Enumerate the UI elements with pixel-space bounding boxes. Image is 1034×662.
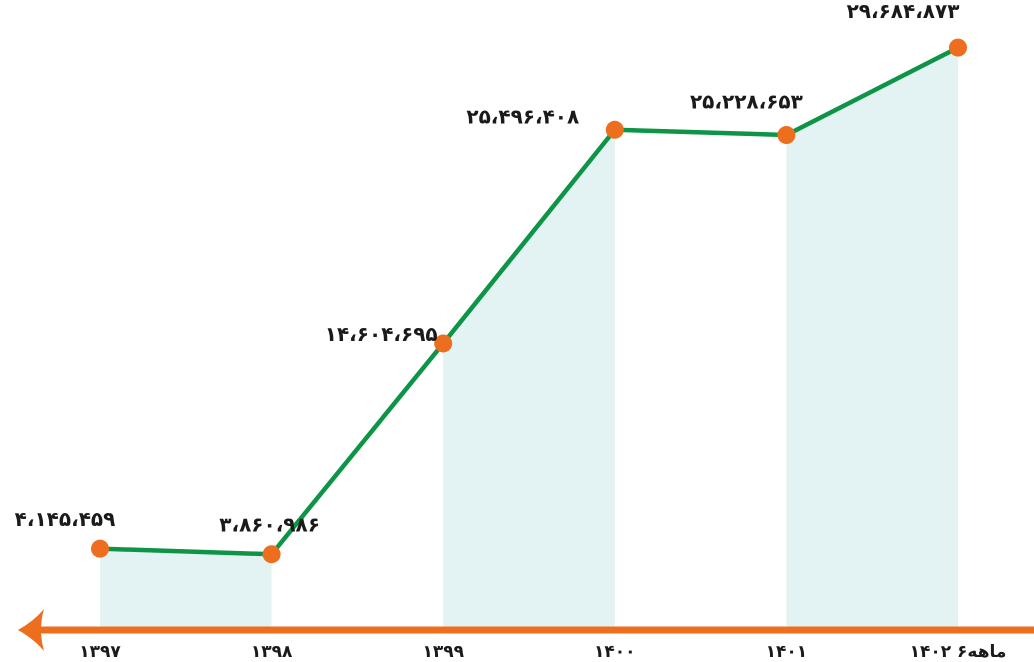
data-point (605, 120, 624, 139)
x-tick-labels: ۱۳۹۷ ۱۳۹۸ ۱۳۹۹ ۱۴۰۰ ۱۴۰۱ ۱۴۰۲ ۶ماهه (79, 642, 1006, 662)
data-points (91, 38, 967, 564)
data-point (434, 334, 453, 353)
x-tick-label: ۱۴۰۱ (766, 642, 808, 662)
x-axis (18, 609, 1034, 651)
data-label: ۲۵،۴۹۶،۴۰۸ (466, 104, 579, 128)
data-point (949, 38, 967, 57)
shaded-band (786, 47, 958, 631)
data-point (262, 545, 281, 564)
data-label: ۲۵،۲۲۸،۶۵۳ (690, 90, 803, 114)
x-tick-label: ۱۳۹۷ (79, 642, 121, 662)
shaded-bands (100, 47, 958, 631)
series-polyline (99, 45, 960, 557)
x-tick-label: ۱۴۰۲ ۶ماهه (910, 642, 1007, 662)
data-label: ۳،۸۶۰،۹۸۶ (219, 513, 320, 537)
data-labels: ۴،۱۴۵،۴۵۹ ۳،۸۶۰،۹۸۶ ۱۴،۶۰۴،۶۹۵ ۲۵،۴۹۶،۴۰۸ ۲۵… (15, 0, 960, 537)
data-label: ۲۹،۶۸۴،۸۷۳ (847, 0, 960, 23)
x-tick-label: ۱۳۹۸ (251, 642, 293, 662)
series-line (99, 45, 960, 557)
data-point (777, 126, 796, 145)
data-label: ۴،۱۴۵،۴۵۹ (15, 507, 116, 531)
x-tick-label: ۱۴۰۰ (594, 642, 636, 662)
data-label: ۱۴،۶۰۴،۶۹۵ (325, 322, 438, 346)
x-tick-label: ۱۳۹۹ (422, 642, 464, 662)
shaded-band (100, 548, 272, 630)
axis-arrowhead (18, 609, 44, 651)
data-point (91, 539, 109, 558)
shaded-band (443, 129, 615, 630)
